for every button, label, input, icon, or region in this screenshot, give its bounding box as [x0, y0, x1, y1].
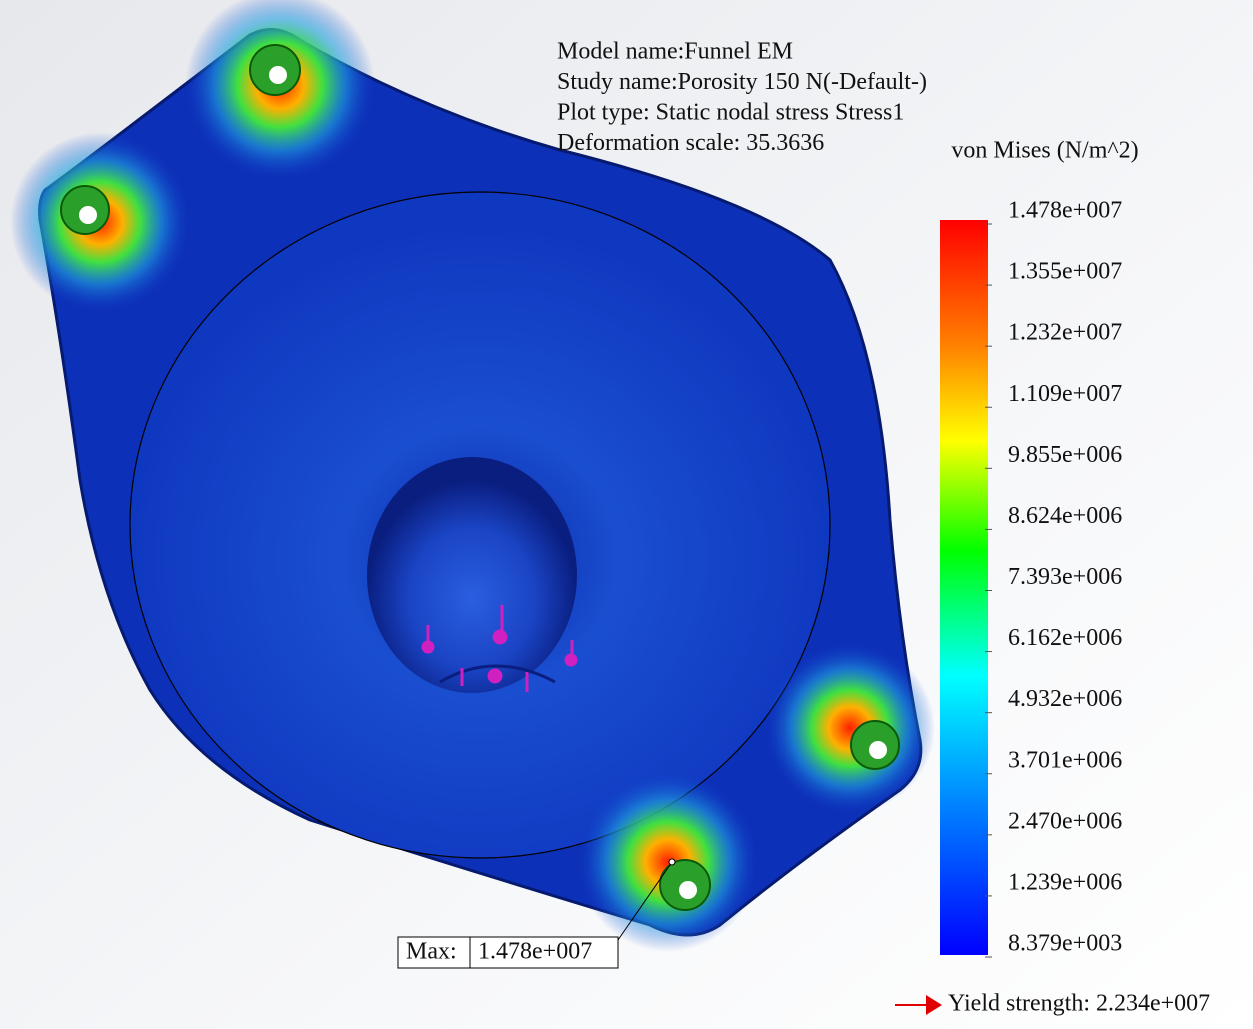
legend-label: 8.624e+006 [1008, 503, 1122, 529]
info-line: Study name:Porosity 150 N(-Default-) [557, 69, 927, 95]
simulation-view: Model name:Funnel EM Study name:Porosity … [0, 0, 1253, 1029]
legend-label: 7.393e+006 [1008, 564, 1122, 590]
legend-label: 1.232e+007 [1008, 320, 1122, 346]
legend-label: 4.932e+006 [1008, 686, 1122, 712]
legend-label: 6.162e+006 [1008, 625, 1122, 651]
legend-label: 1.355e+007 [1008, 259, 1122, 285]
info-line: Plot type: Static nodal stress Stress1 [557, 100, 904, 126]
probe-point [669, 859, 675, 865]
probe-value: 1.478e+007 [478, 939, 592, 965]
hotspot [765, 643, 935, 813]
info-line: Deformation scale: 35.3636 [557, 130, 824, 156]
legend-label: 1.478e+007 [1008, 198, 1122, 224]
outlet [367, 457, 577, 693]
legend-label: 9.855e+006 [1008, 442, 1122, 468]
hotspot [578, 772, 758, 952]
legend-label: 1.109e+007 [1008, 381, 1122, 407]
legend-title: von Mises (N/m^2) [951, 138, 1138, 164]
yield-strength: Yield strength: 2.234e+007 [948, 991, 1210, 1017]
probe-label: Max: [406, 939, 457, 965]
color-scale [940, 220, 988, 955]
info-line: Model name:Funnel EM [557, 39, 793, 65]
legend-label: 3.701e+006 [1008, 747, 1122, 773]
legend-label: 8.379e+003 [1008, 931, 1122, 957]
legend-label: 1.239e+006 [1008, 869, 1122, 895]
legend-label: 2.470e+006 [1008, 808, 1122, 834]
